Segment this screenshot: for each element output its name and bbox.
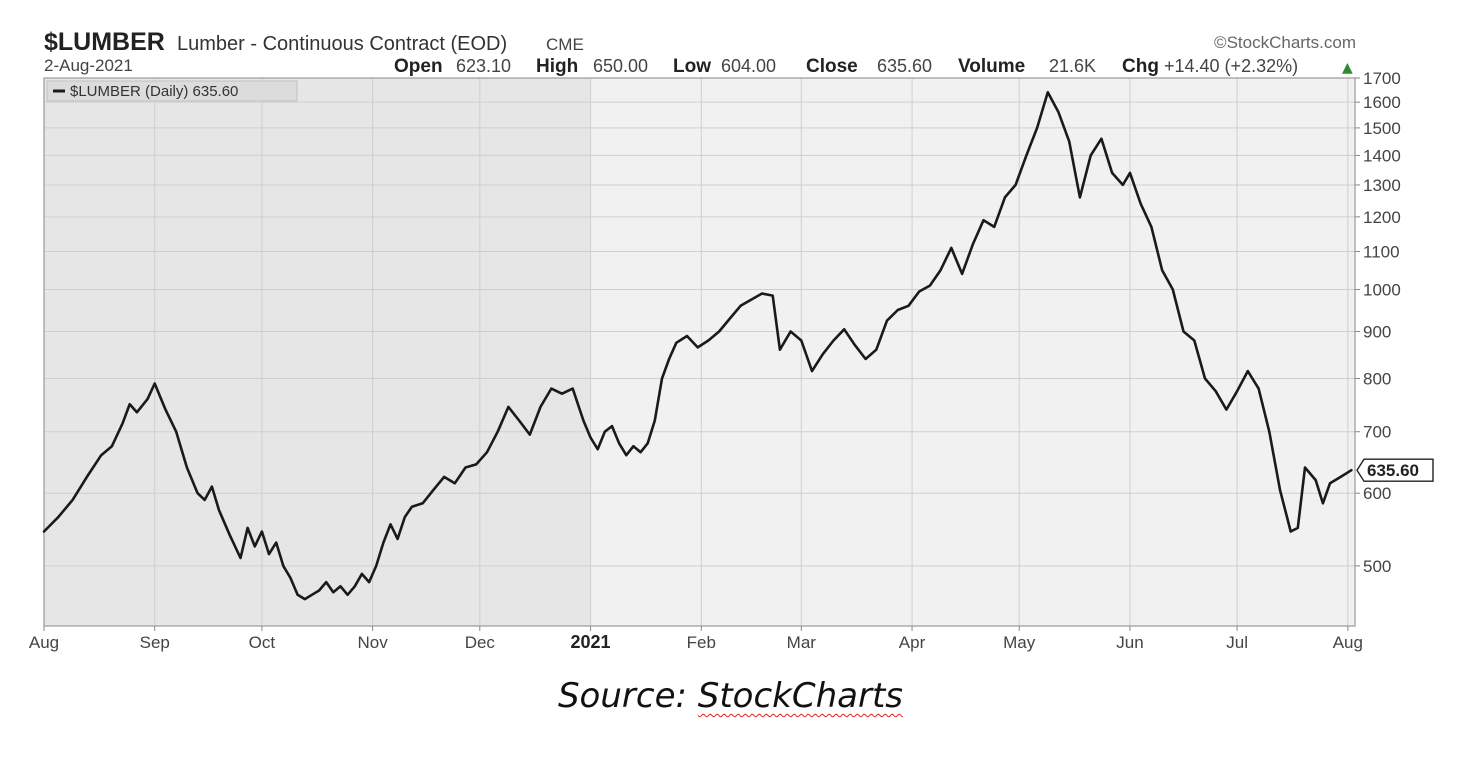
stockcharts-brand: ©StockCharts.com [1214,33,1356,52]
y-axis: 500 600 700 800 900 1000 1100 1200 1300 1400 1500 1… [1355,69,1401,576]
open-label: Open [394,56,443,77]
y-tick-label: 600 [1363,484,1391,503]
chart-date: 2-Aug-2021 [44,56,133,75]
y-tick-label: 1100 [1363,243,1400,262]
y-tick-label: 1500 [1363,119,1401,138]
x-tick-label: 2021 [571,632,611,652]
change-value: +14.40 (+2.32%) [1164,56,1298,76]
x-tick-label: Feb [687,633,716,652]
last-price-tag: 635.60 [1356,458,1434,482]
volume-label: Volume [958,56,1025,77]
chart-legend: $LUMBER (Daily) 635.60 [46,80,298,102]
ohlc-summary: Open 623.10 High 650.00 Low 604.00 Close… [394,56,1353,77]
high-value: 650.00 [593,56,648,76]
x-tick-label: Oct [249,633,276,652]
source-brand: StockCharts [697,676,904,716]
last-price-label: 635.60 [1367,461,1419,480]
legend-background [46,80,298,102]
plot-border [43,77,1356,627]
x-axis: Aug Sep Oct Nov Dec 2021 Feb Mar Apr May Jun Jul Aug [29,626,1363,652]
open-value: 623.10 [456,56,511,76]
x-tick-label: Nov [358,633,389,652]
x-tick-label: Aug [29,633,59,652]
chart-symbol: $LUMBER [44,28,165,56]
y-tick-label: 1600 [1363,93,1401,112]
x-tick-label: Sep [140,633,170,652]
x-tick-label: May [1003,633,1036,652]
y-tick-label: 1200 [1363,208,1401,227]
legend-label: $LUMBER (Daily) 635.60 [70,83,238,100]
y-tick-label: 1400 [1363,146,1401,165]
x-tick-label: Dec [465,633,496,652]
y-tick-label: 700 [1363,423,1391,442]
high-label: High [536,56,578,77]
x-tick-label: Jul [1226,633,1248,652]
y-tick-label: 1000 [1363,281,1401,300]
y-tick-label: 900 [1363,323,1391,342]
price-series-line [42,91,1353,601]
y-tick-label: 500 [1363,557,1391,576]
y-tick-label: 1300 [1363,176,1401,195]
x-tick-label: Mar [787,633,817,652]
x-tick-label: Aug [1333,633,1363,652]
change-label: Chg [1122,56,1159,77]
volume-value: 21.6K [1049,56,1096,76]
close-label: Close [806,56,858,77]
chart-exchange: CME [546,35,584,54]
plot-background-2021 [590,78,1355,626]
x-tick-label: Apr [899,633,926,652]
plot-area [42,77,1356,627]
close-value: 635.60 [877,56,932,76]
low-label: Low [673,56,711,77]
source-prefix: Source: [557,676,698,716]
y-tick-label: 1700 [1363,69,1401,88]
chart-instrument-name: Lumber - Continuous Contract (EOD) [177,33,507,55]
y-tick-label: 800 [1363,370,1391,389]
x-tick-label: Jun [1116,633,1143,652]
last-price-tag-shape [1356,458,1434,482]
source-caption: Source: StockCharts [0,676,1461,716]
plot-background-2020 [44,78,591,626]
up-arrow-icon: ▲ [1342,60,1353,76]
lumber-price-chart: $LUMBER Lumber - Continuous Contract (EO… [29,28,1434,652]
low-value: 604.00 [721,56,776,76]
